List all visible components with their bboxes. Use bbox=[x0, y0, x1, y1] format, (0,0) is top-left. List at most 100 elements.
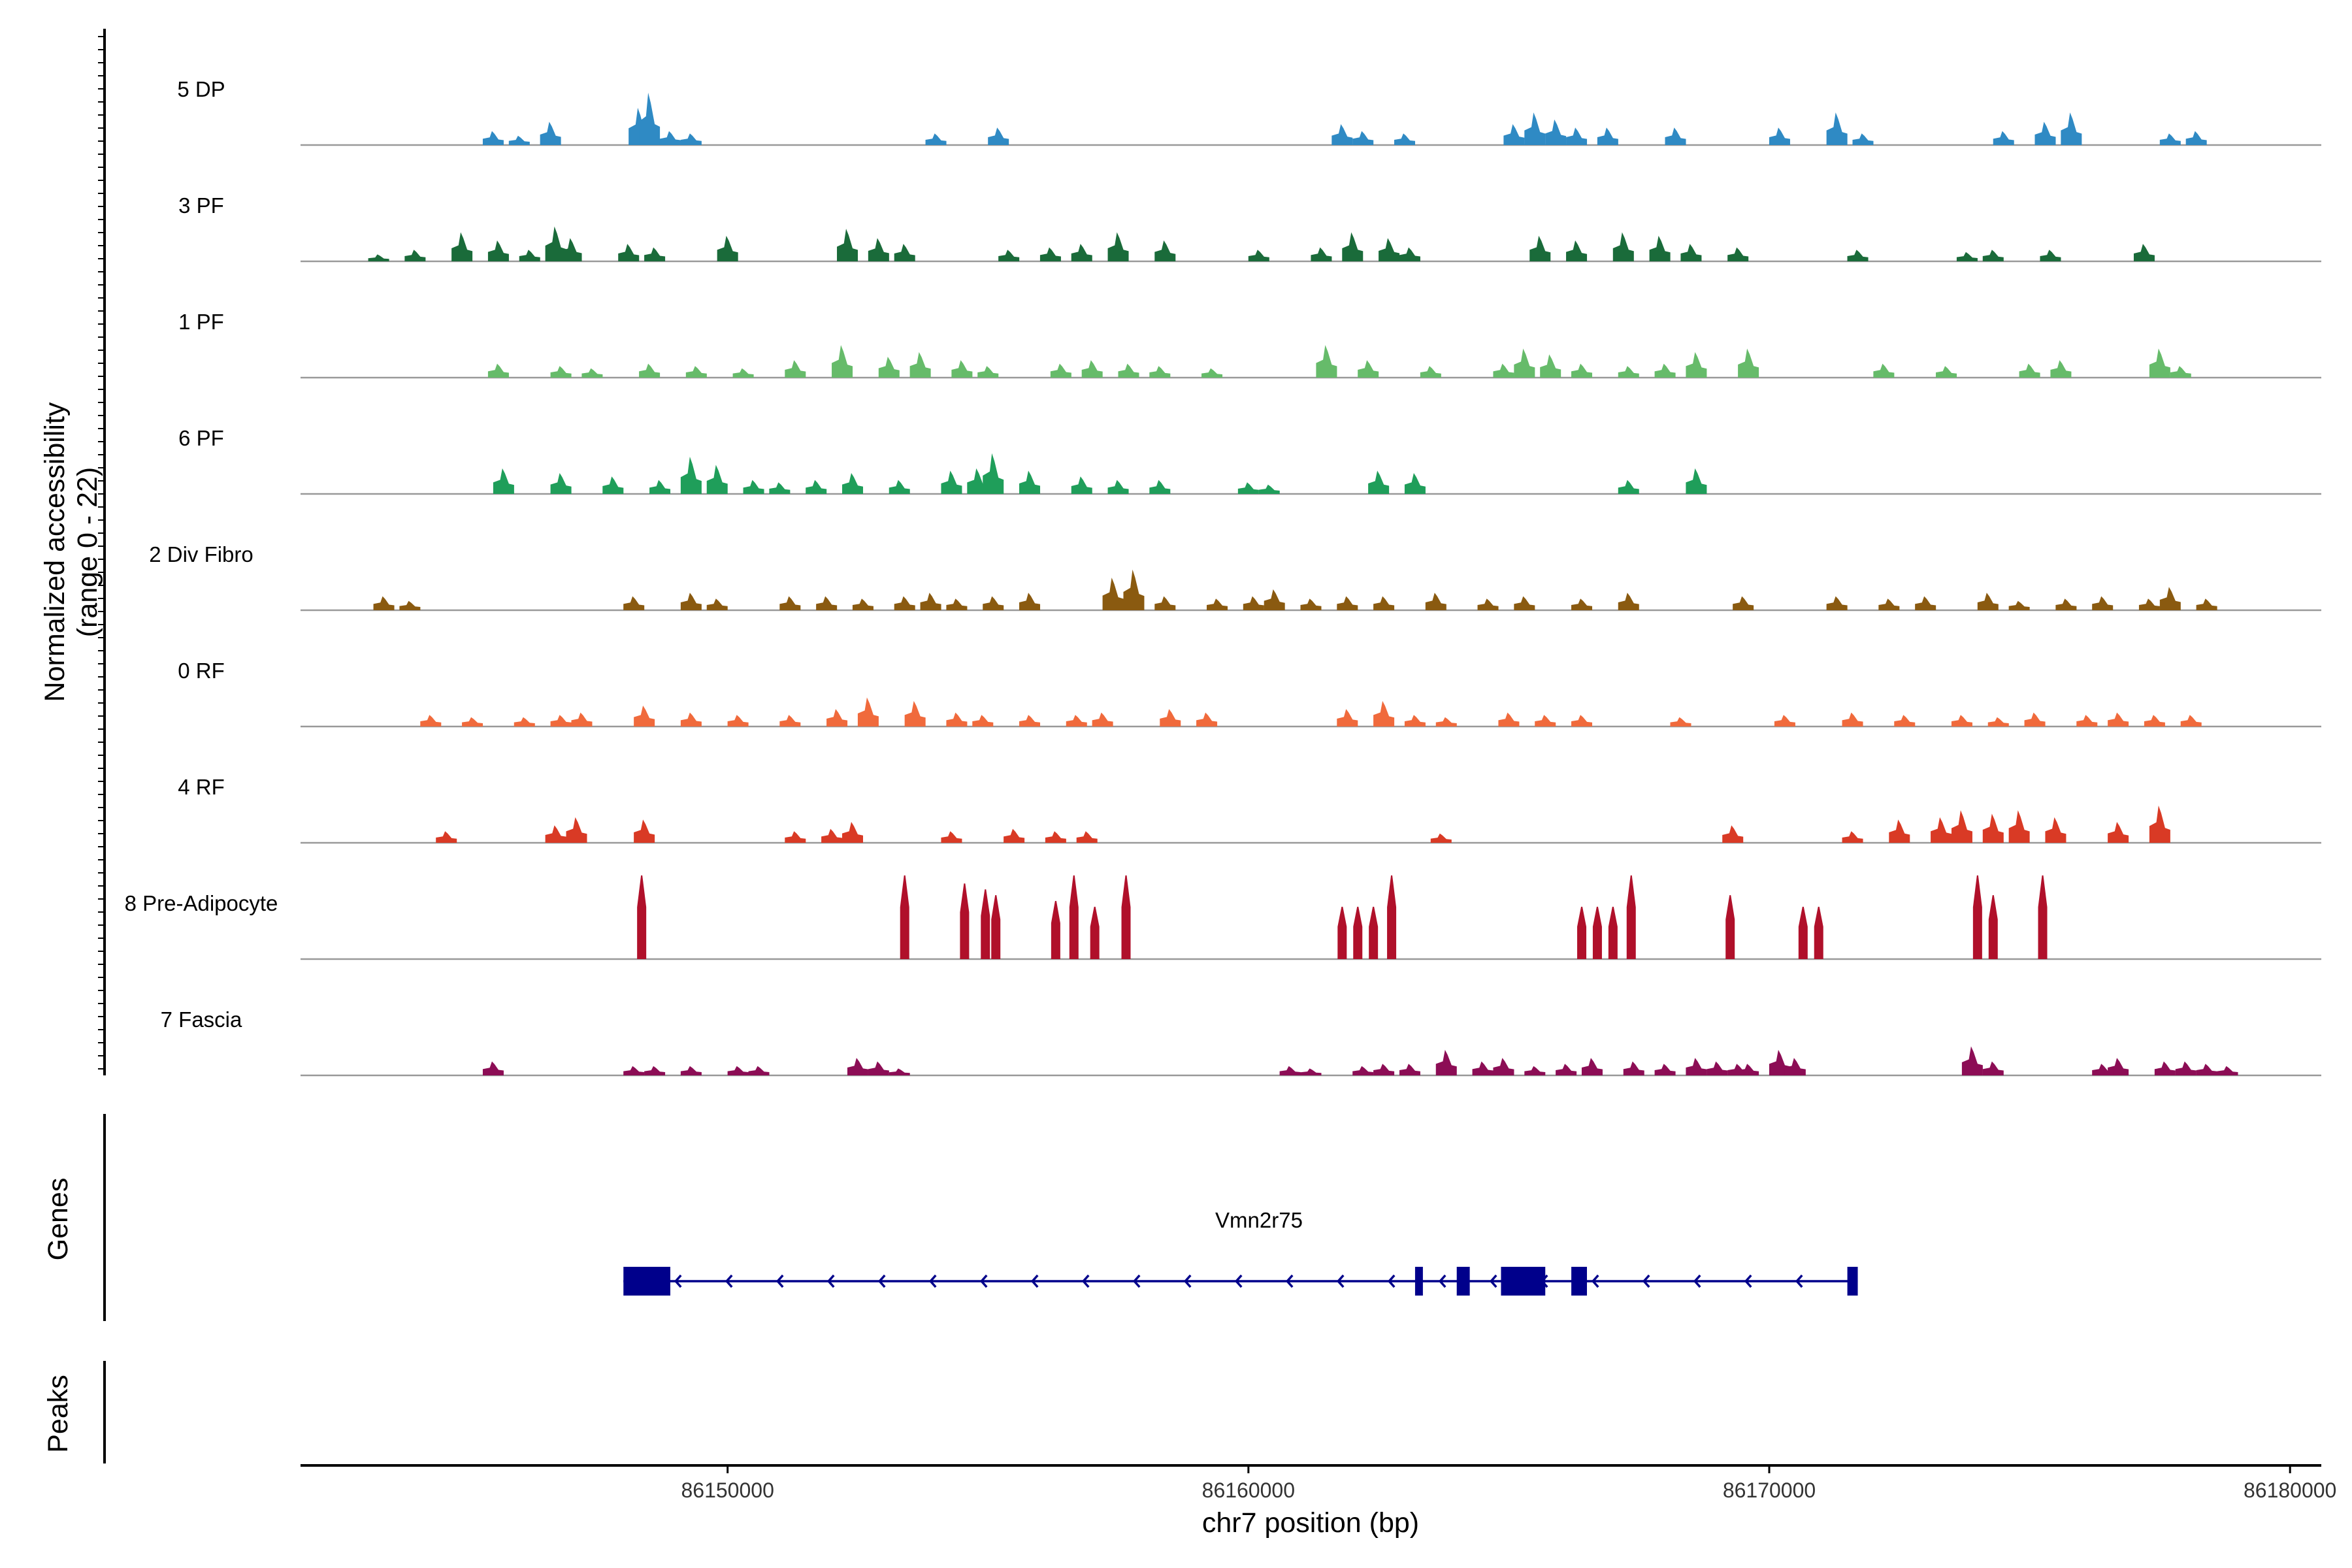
gene-exon bbox=[1501, 1267, 1546, 1296]
coverage-peak bbox=[1118, 363, 1139, 378]
gene-strand-arrow bbox=[776, 1274, 784, 1288]
coverage-peak bbox=[1670, 717, 1691, 727]
coverage-peak bbox=[1264, 589, 1285, 610]
coverage-peak bbox=[2175, 1061, 2197, 1075]
coverage-peak bbox=[909, 351, 931, 378]
coverage-peak bbox=[634, 705, 655, 727]
coverage-peak bbox=[1258, 484, 1280, 494]
coverage-peak bbox=[894, 244, 915, 261]
gene-strand-arrow bbox=[979, 1274, 988, 1288]
coverage-peak bbox=[852, 598, 874, 610]
coverage-peak bbox=[1248, 250, 1269, 261]
coverage-peak bbox=[1019, 470, 1041, 494]
coverage-peak bbox=[981, 889, 990, 959]
coverage-peak bbox=[1149, 480, 1171, 494]
coverage-peak bbox=[2024, 712, 2046, 727]
coverage-peak bbox=[2154, 1061, 2176, 1075]
coverage-peak bbox=[1379, 238, 1400, 261]
coverage-peak bbox=[1686, 351, 1707, 378]
coverage-peak bbox=[826, 709, 848, 727]
coverage-peak bbox=[1039, 247, 1061, 261]
coverage-peak bbox=[550, 472, 572, 494]
coverage-peak bbox=[1626, 875, 1636, 959]
coverage-peak bbox=[1207, 598, 1228, 610]
coverage-peak bbox=[1300, 598, 1322, 610]
coverage-peak bbox=[1540, 354, 1561, 378]
coverage-peak bbox=[1404, 472, 1426, 494]
accessibility-y-axis: Normalized accessibility(range 0 - 22) bbox=[39, 29, 106, 1075]
coverage-peak bbox=[847, 1058, 868, 1075]
coverage-peak bbox=[706, 465, 728, 494]
coverage-peak bbox=[561, 238, 582, 261]
coverage-peak bbox=[983, 596, 1004, 610]
accessibility-axis-ticks bbox=[98, 36, 105, 1070]
coverage-peak bbox=[2034, 122, 2056, 145]
coverage-peak bbox=[1577, 906, 1587, 959]
coverage-peak bbox=[1123, 569, 1145, 610]
coverage-peak bbox=[2040, 250, 2061, 261]
coverage-peak bbox=[2196, 1064, 2217, 1075]
coverage-peak bbox=[1618, 593, 1639, 610]
coverage-peak bbox=[1936, 366, 1957, 378]
coverage-peak bbox=[1654, 1064, 1676, 1075]
coverage-peak bbox=[1915, 596, 1936, 610]
coverage-peak bbox=[482, 1061, 504, 1075]
coverage-peak bbox=[1774, 715, 1795, 727]
coverage-peak bbox=[1852, 133, 1874, 145]
coverage-peak bbox=[550, 715, 572, 727]
gene-model: Vmn2r75 bbox=[623, 1208, 1858, 1296]
x-axis-tick-label: 86150000 bbox=[681, 1478, 774, 1502]
track-7-fascia: 7 Fascia bbox=[161, 1007, 2321, 1077]
coverage-peak bbox=[2149, 806, 2170, 843]
coverage-peak bbox=[894, 596, 915, 610]
coverage-peak bbox=[2133, 244, 2155, 261]
coverage-peak bbox=[925, 133, 947, 145]
coverage-peak bbox=[1727, 247, 1749, 261]
coverage-peak bbox=[779, 596, 801, 610]
coverage-peak bbox=[806, 480, 827, 494]
coverage-peak bbox=[1102, 578, 1124, 610]
coverage-peak bbox=[1618, 366, 1639, 378]
coverage-peak bbox=[727, 715, 749, 727]
gene-exon bbox=[1571, 1267, 1587, 1296]
gene-strand-arrow bbox=[826, 1274, 835, 1288]
coverage-peak bbox=[2008, 810, 2030, 843]
coverage-peak bbox=[1081, 360, 1103, 378]
coverage-peak bbox=[1571, 598, 1593, 610]
coverage-peak bbox=[1342, 232, 1364, 261]
coverage-peak bbox=[1373, 596, 1395, 610]
coverage-peak bbox=[1300, 1068, 1322, 1075]
track-6-pf: 6 PF bbox=[178, 426, 2321, 495]
genes-panel: Genes Vmn2r75 bbox=[42, 1114, 1858, 1321]
coverage-peak bbox=[1201, 368, 1223, 378]
track-0-rf: 0 RF bbox=[178, 659, 2321, 728]
gene-strand-arrow bbox=[1030, 1274, 1039, 1288]
coverage-peak bbox=[821, 828, 843, 843]
coverage-peak bbox=[1019, 715, 1041, 727]
coverage-peak bbox=[889, 480, 910, 494]
track-label: 1 PF bbox=[178, 310, 224, 334]
accessibility-axis-title: Normalized accessibility(range 0 - 22) bbox=[39, 402, 103, 702]
coverage-peak bbox=[832, 345, 853, 378]
coverage-peak bbox=[623, 596, 645, 610]
coverage-peak bbox=[373, 596, 395, 610]
coverage-peak bbox=[1571, 715, 1593, 727]
coverage-peak bbox=[1686, 1058, 1707, 1075]
coverage-peak bbox=[1842, 831, 1863, 843]
coverage-peak bbox=[1237, 482, 1259, 494]
track-1-pf: 1 PF bbox=[178, 310, 2321, 379]
gene-exon bbox=[1414, 1267, 1423, 1296]
coverage-peak bbox=[1956, 252, 1978, 261]
coverage-peak bbox=[399, 600, 421, 610]
gene-exon bbox=[623, 1267, 670, 1296]
coverage-peak bbox=[1951, 810, 1972, 843]
coverage-peak bbox=[1352, 1066, 1374, 1075]
coverage-peak bbox=[998, 250, 1020, 261]
coverage-peak bbox=[462, 717, 483, 727]
coverage-peak bbox=[988, 127, 1009, 145]
coverage-peak bbox=[420, 715, 442, 727]
tracks-layer: 5 DP 3 PF 1 PF 6 PF 2 Div Fibro 0 RF 4 RF 8 Pre… bbox=[125, 77, 2321, 1077]
coverage-peak bbox=[920, 593, 941, 610]
coverage-peak bbox=[1243, 596, 1264, 610]
